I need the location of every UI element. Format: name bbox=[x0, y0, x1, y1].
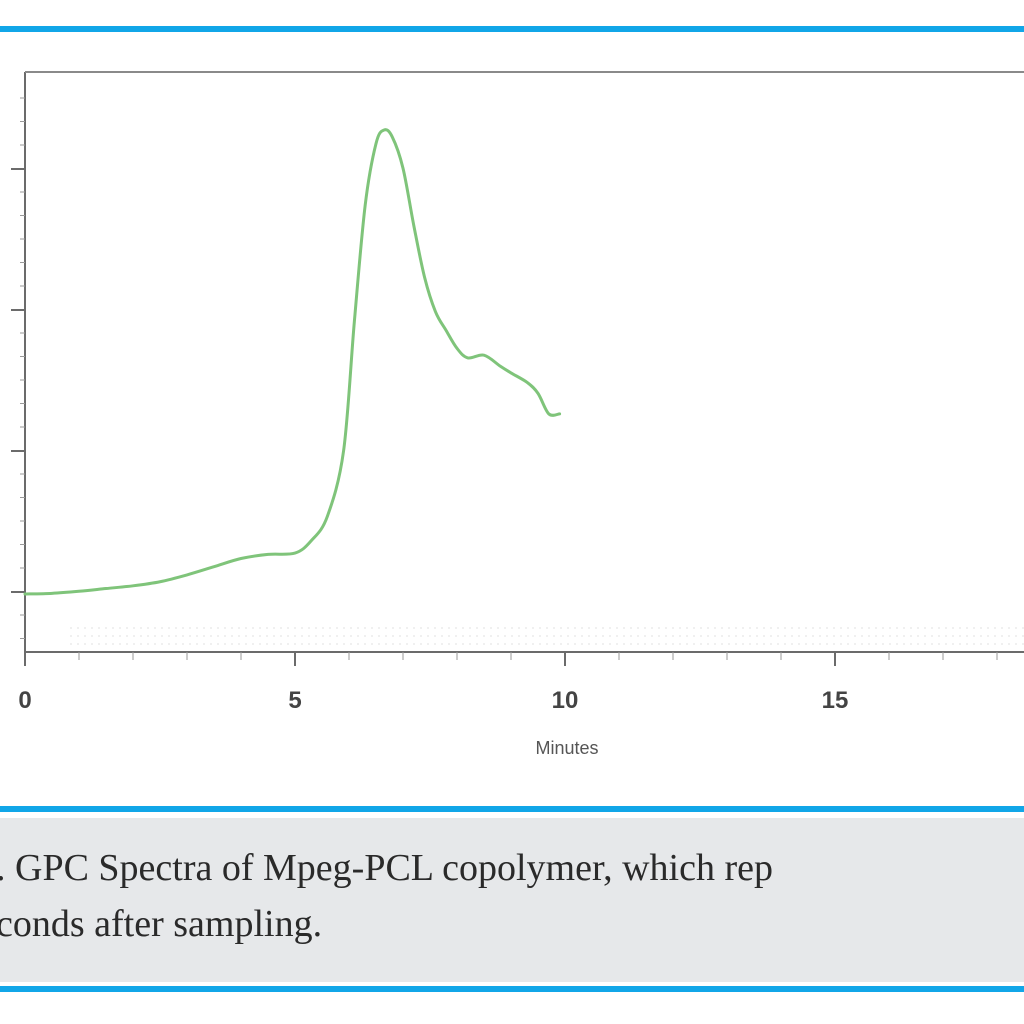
series-layer bbox=[23, 128, 562, 596]
x-tick-label: 5 bbox=[288, 687, 301, 714]
bottom-rule bbox=[0, 986, 1024, 992]
series-line bbox=[23, 128, 562, 596]
middle-rule bbox=[0, 806, 1024, 812]
tick-label-layer: 0 5 10 15 bbox=[18, 687, 848, 714]
grid-layer bbox=[70, 627, 1024, 645]
x-tick-label: 10 bbox=[552, 687, 579, 714]
axis-layer bbox=[11, 71, 1024, 666]
caption-line-1: . GPC Spectra of Mpeg-PCL copolymer, whi… bbox=[0, 847, 773, 889]
x-tick-label: 15 bbox=[822, 687, 849, 714]
x-tick-label: 0 bbox=[18, 687, 31, 714]
top-rule bbox=[0, 26, 1024, 32]
x-axis-label: Minutes bbox=[535, 738, 598, 758]
figure-caption: . GPC Spectra of Mpeg-PCL copolymer, whi… bbox=[0, 818, 1024, 982]
caption-line-2: conds after sampling. bbox=[0, 903, 323, 945]
gpc-chart: 0 5 10 15 Minutes bbox=[11, 71, 1024, 758]
